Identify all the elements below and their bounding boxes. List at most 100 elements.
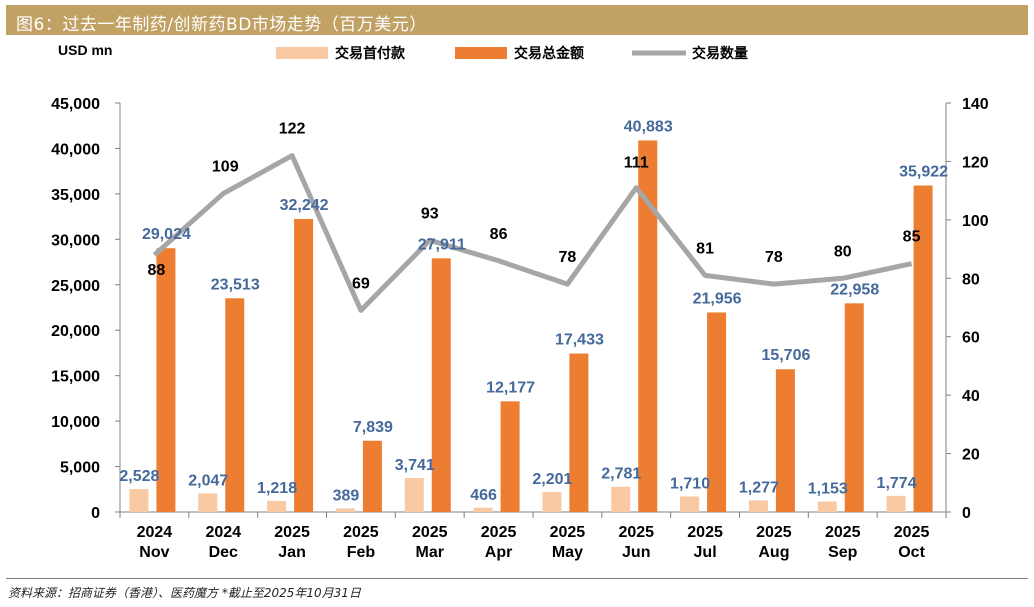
count-value-label: 69 — [352, 275, 370, 292]
total-value-label: 23,513 — [211, 276, 260, 293]
total-bar — [294, 218, 314, 512]
upfront-bar — [267, 500, 287, 512]
count-value-label: 80 — [834, 243, 852, 260]
upfront-bar — [680, 496, 700, 512]
upfront-bar — [129, 489, 149, 512]
total-value-label: 21,956 — [693, 290, 742, 307]
x-tick-label-year: 2025 — [343, 524, 379, 541]
x-tick-label-year: 2025 — [894, 524, 930, 541]
x-tick-label-month: Jun — [622, 544, 650, 561]
upfront-value-label: 2,781 — [601, 466, 641, 483]
x-tick-label-month: Oct — [898, 544, 925, 561]
x-tick-label-month: Jul — [694, 544, 717, 561]
right-axis-tick-label: 80 — [962, 271, 980, 288]
x-tick-label-month: Feb — [347, 544, 376, 561]
legend-swatch-total — [455, 47, 507, 59]
upfront-bar — [335, 508, 355, 512]
left-axis-tick-label: 25,000 — [51, 278, 100, 295]
x-tick-label-year: 2024 — [137, 524, 173, 541]
left-axis-tick-label: 10,000 — [51, 414, 100, 431]
x-tick-label-year: 2025 — [274, 524, 310, 541]
source-divider — [6, 578, 1028, 579]
upfront-value-label: 2,528 — [119, 468, 159, 485]
left-axis-tick-label: 35,000 — [51, 187, 100, 204]
total-value-label: 27,911 — [418, 236, 466, 253]
x-tick-label-month: Apr — [485, 544, 513, 561]
total-value-label: 29,024 — [142, 226, 191, 243]
total-value-label: 15,706 — [761, 347, 810, 364]
x-tick-label-month: Jan — [278, 544, 306, 561]
left-axis-tick-label: 0 — [91, 505, 100, 522]
upfront-bar — [817, 501, 837, 512]
total-value-label: 32,242 — [280, 197, 329, 214]
right-axis-tick-label: 60 — [962, 330, 980, 347]
left-axis-tick-label: 30,000 — [51, 232, 100, 249]
total-bar — [156, 248, 176, 512]
total-value-label: 7,839 — [353, 419, 393, 436]
upfront-bar — [473, 507, 493, 512]
total-bar — [225, 298, 245, 512]
source-note: 资料来源：招商证券（香港）、医药魔方 *截止至2025年10月31日 — [8, 586, 361, 600]
total-bar — [775, 369, 795, 512]
total-bar — [638, 140, 658, 513]
count-value-label: 85 — [903, 229, 921, 246]
x-tick-label-month: Mar — [416, 544, 444, 561]
total-value-label: 35,922 — [899, 164, 948, 181]
count-value-label: 78 — [559, 249, 577, 266]
count-value-label: 111 — [624, 155, 649, 172]
left-axis-tick-label: 5,000 — [60, 460, 100, 477]
count-value-label: 88 — [148, 262, 166, 279]
legend-label-total: 交易总金额 — [514, 45, 584, 62]
total-bar — [707, 312, 727, 512]
title-bar: 图6：过去一年制药/创新药BD市场走势（百万美元） — [6, 5, 1028, 35]
x-tick-label-month: May — [552, 544, 583, 561]
left-axis-tick-label: 40,000 — [51, 141, 100, 158]
x-tick-label-year: 2024 — [205, 524, 241, 541]
upfront-bar — [748, 500, 768, 512]
left-axis-tick-label: 20,000 — [51, 323, 100, 340]
x-tick-label-year: 2025 — [618, 524, 654, 541]
x-tick-label-year: 2025 — [825, 524, 861, 541]
upfront-value-label: 466 — [470, 487, 497, 504]
count-line — [152, 153, 913, 313]
upfront-bar — [611, 486, 631, 512]
x-tick-label-month: Nov — [139, 544, 169, 561]
left-axis-tick-label: 45,000 — [51, 96, 100, 113]
total-bar — [913, 185, 933, 513]
left-axis-unit-label: USD mn — [58, 42, 112, 58]
legend-label-count: 交易数量 — [692, 45, 748, 62]
x-tick-label-year: 2025 — [481, 524, 517, 541]
upfront-value-label: 3,741 — [395, 457, 435, 474]
chart: 交易首付款 交易总金额 交易数量 USD mn 0 5,000 10,000 15,0… — [51, 42, 989, 561]
total-bar — [362, 440, 382, 512]
upfront-value-label: 1,218 — [257, 480, 297, 497]
x-tick-label-year: 2025 — [687, 524, 723, 541]
right-axis-tick-label: 40 — [962, 388, 980, 405]
upfront-value-label: 2,047 — [188, 472, 228, 489]
x-tick-label-month: Dec — [209, 544, 238, 561]
upfront-bar — [542, 491, 562, 512]
right-axis-tick-label: 140 — [962, 96, 989, 113]
upfront-value-label: 1,774 — [877, 475, 917, 492]
count-value-label: 86 — [490, 226, 508, 243]
right-axis-tick-label: 20 — [962, 447, 980, 464]
right-axis-tick-label: 120 — [962, 154, 989, 171]
chart-title: 图6：过去一年制药/创新药BD市场走势（百万美元） — [16, 15, 427, 35]
x-tick-label-year: 2025 — [550, 524, 586, 541]
x-tick-label-month: Aug — [758, 544, 789, 561]
count-value-label: 109 — [212, 159, 239, 176]
upfront-value-label: 1,710 — [670, 475, 710, 492]
right-axis-tick-label: 100 — [962, 213, 989, 230]
total-value-label: 22,958 — [830, 281, 879, 298]
upfront-value-label: 389 — [333, 487, 360, 504]
total-bar — [431, 258, 451, 512]
count-value-label: 93 — [421, 205, 439, 222]
total-value-label: 12,177 — [486, 379, 535, 396]
x-tick-label-year: 2025 — [756, 524, 792, 541]
total-value-label: 40,883 — [624, 118, 673, 135]
count-value-label: 78 — [765, 249, 783, 266]
upfront-value-label: 2,201 — [532, 471, 572, 488]
total-bar — [500, 401, 520, 512]
plot-area: 0 5,000 10,000 15,000 20,000 25,000 30,000 35,0… — [51, 96, 989, 561]
left-axis-tick-label: 15,000 — [51, 369, 100, 386]
